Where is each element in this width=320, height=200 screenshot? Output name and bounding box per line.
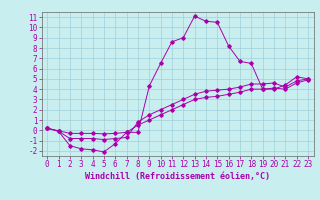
X-axis label: Windchill (Refroidissement éolien,°C): Windchill (Refroidissement éolien,°C) (85, 172, 270, 181)
